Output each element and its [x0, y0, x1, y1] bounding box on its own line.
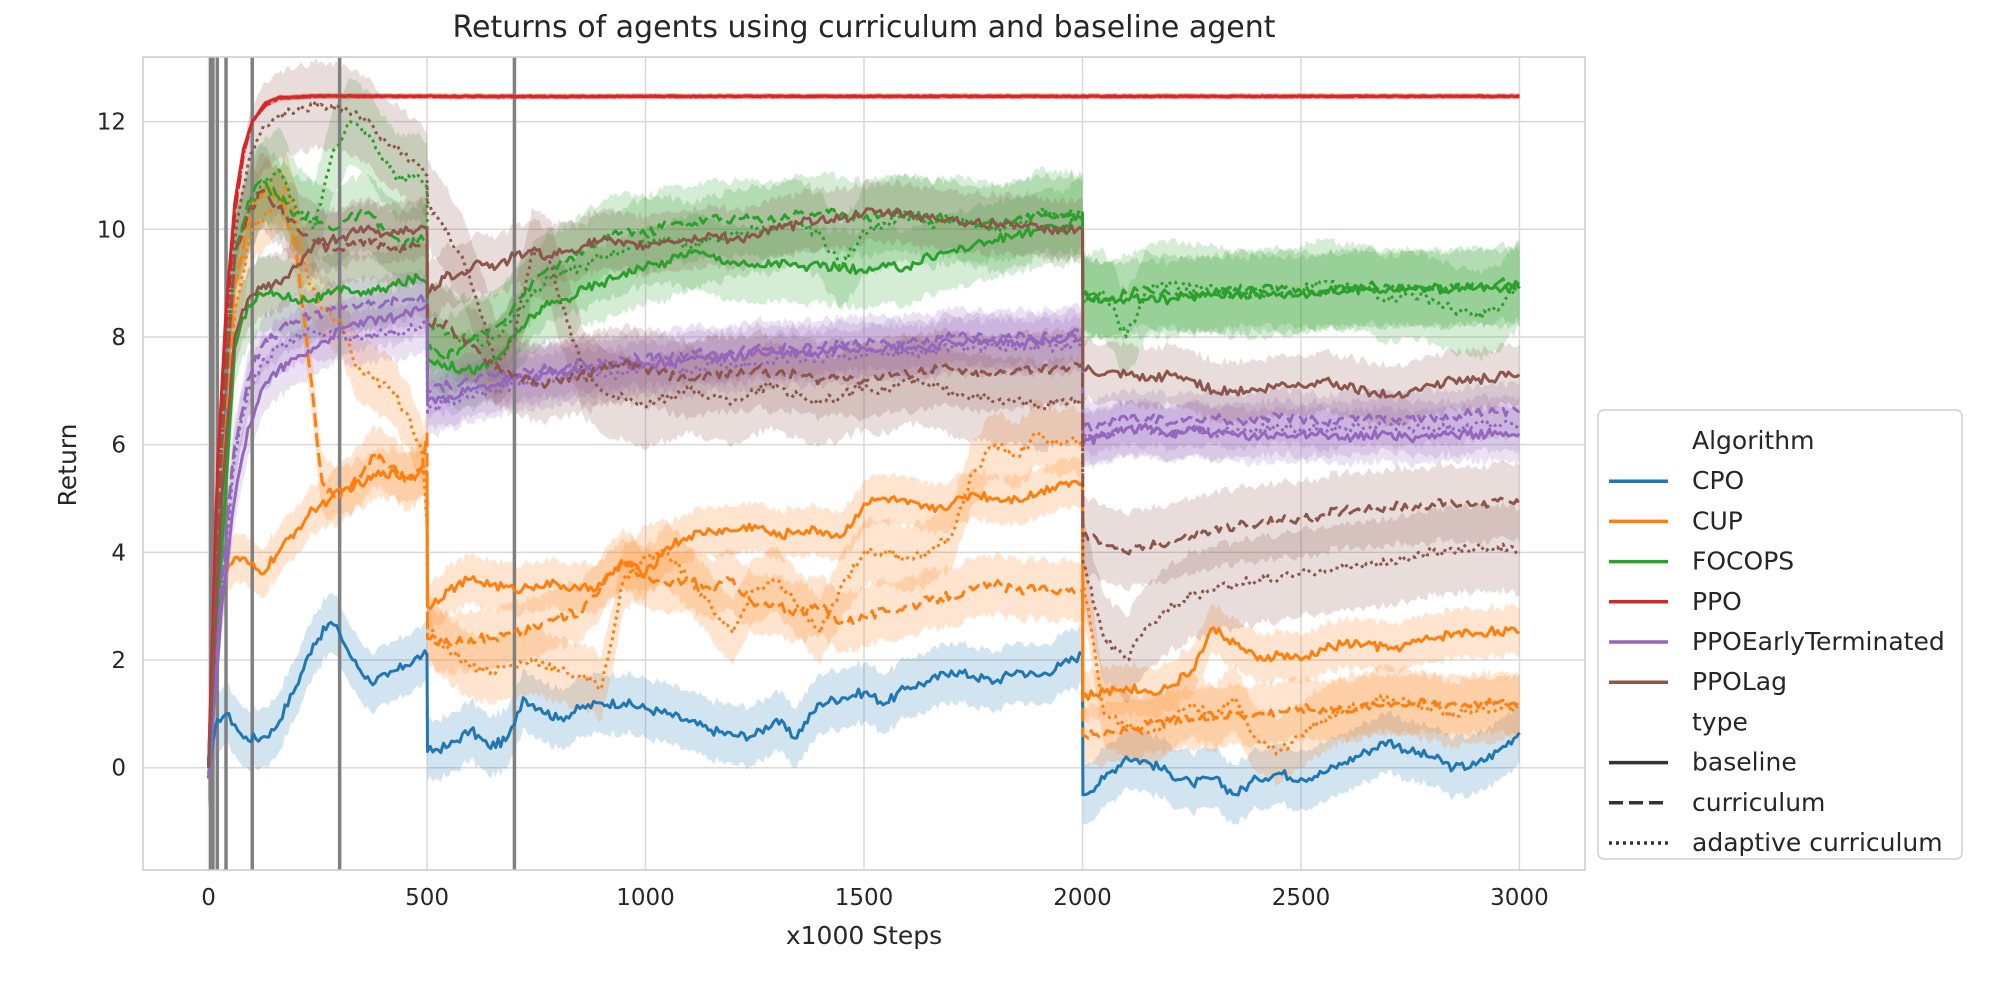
y-tick-label: 12 — [97, 110, 126, 136]
y-tick-label: 10 — [97, 217, 126, 243]
band-focops-adaptive-curriculum — [208, 78, 1520, 811]
y-tick-label: 4 — [111, 540, 126, 566]
x-axis-label: x1000 Steps — [786, 921, 942, 950]
y-tick-labels: 0 2 4 6 8 10 12 — [97, 110, 126, 782]
y-tick-label: 2 — [111, 648, 126, 674]
line-ppolag-adaptive-curriculum — [207, 99, 1521, 768]
x-tick-label: 500 — [405, 885, 449, 911]
series-lines — [207, 93, 1521, 797]
legend-entry: PPOEarlyTerminated — [1692, 627, 1945, 656]
line-cpo-baseline — [207, 620, 1521, 797]
line-cup-baseline — [207, 468, 1521, 768]
legend: Algorithm CPO CUP FOCOPS PPO PPOEarlyTerminat… — [1597, 409, 1963, 860]
band-ppoearlyterminated-adaptive-curriculum — [208, 294, 1520, 806]
legend-box — [1597, 409, 1963, 860]
legend-type-entry: baseline — [1692, 748, 1797, 777]
band-focops-baseline — [208, 179, 1520, 806]
line-ppolag-curriculum — [207, 188, 1521, 768]
band-cup-adaptive-curriculum — [208, 153, 1520, 800]
y-tick-label: 0 — [111, 756, 126, 782]
band-cup-curriculum — [208, 154, 1520, 798]
band-ppoearlyterminated-baseline — [208, 277, 1520, 806]
band-cpo-baseline — [208, 592, 1520, 825]
plot-frame — [142, 56, 1586, 871]
legend-entry: CUP — [1692, 506, 1743, 535]
band-ppolag-adaptive-curriculum — [208, 57, 1520, 811]
y-axis-label: Return — [53, 424, 82, 507]
x-tick-label: 1500 — [835, 885, 894, 911]
x-tick-label: 0 — [201, 885, 216, 911]
chart-title: Returns of agents using curriculum and b… — [453, 10, 1276, 45]
band-ppoearlyterminated-curriculum — [208, 268, 1520, 806]
x-tick-label: 2500 — [1272, 885, 1331, 911]
line-ppolag-baseline — [207, 207, 1521, 768]
legend-type-entry: adaptive curriculum — [1692, 828, 1943, 857]
legend-title: Algorithm — [1692, 426, 1814, 455]
legend-entry: PPOLag — [1692, 667, 1787, 696]
line-focops-adaptive-curriculum — [207, 120, 1520, 768]
x-tick-label: 3000 — [1490, 885, 1549, 911]
legend-entry: CPO — [1692, 466, 1744, 495]
band-focops-curriculum — [208, 143, 1520, 806]
x-tick-label: 2000 — [1053, 885, 1112, 911]
legend-entry: FOCOPS — [1692, 547, 1794, 576]
line-ppoearlyterminated-adaptive-curriculum — [207, 320, 1521, 779]
y-tick-label: 6 — [111, 433, 126, 459]
line-focops-baseline — [207, 215, 1521, 768]
legend-entry: PPO — [1692, 587, 1742, 616]
line-cup-curriculum — [207, 182, 1521, 768]
y-tick-label: 8 — [111, 325, 126, 351]
line-ppo-adaptive-curriculum — [207, 94, 1520, 768]
legend-type-title: type — [1692, 707, 1748, 736]
x-tick-labels: 0 500 1000 1500 2000 2500 3000 — [201, 885, 1549, 911]
legend-type-entry: curriculum — [1692, 788, 1825, 817]
line-ppoearlyterminated-baseline — [207, 303, 1521, 779]
x-tick-label: 1000 — [616, 885, 675, 911]
line-ppoearlyterminated-curriculum — [207, 294, 1521, 779]
